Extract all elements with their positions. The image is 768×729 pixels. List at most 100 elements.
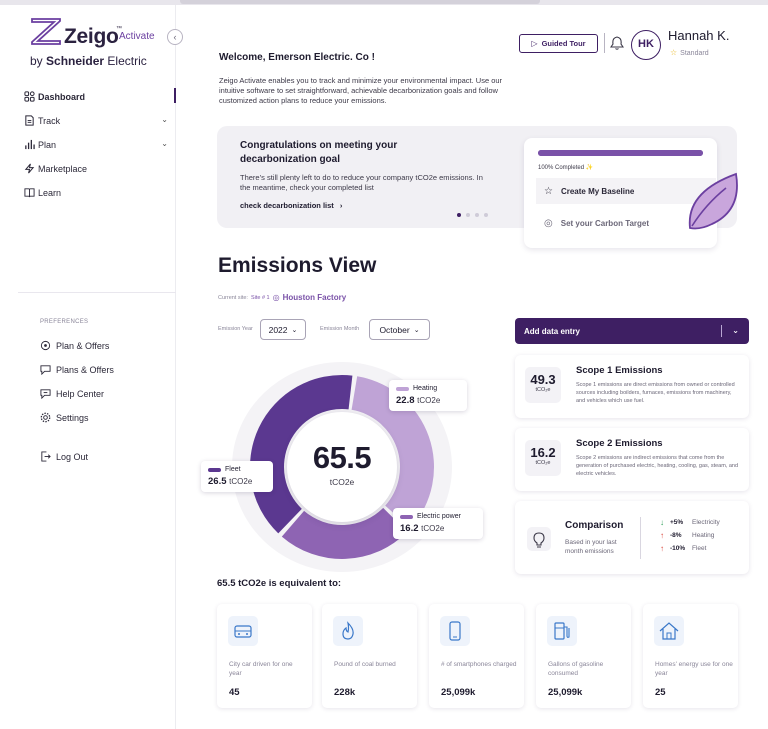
bell-icon[interactable] (610, 35, 624, 51)
sidebar-item-help-center[interactable]: Help Center (0, 382, 176, 406)
logout-icon (41, 451, 51, 462)
scope2-description: Scope 2 emissions are indirect emissions… (576, 455, 739, 477)
sidebar-item-marketplace[interactable]: Marketplace (0, 157, 176, 181)
scope1-value: 49.3 (530, 372, 556, 387)
lightning-icon (24, 163, 35, 174)
main-nav: Dashboard Track ⌄ Plan ⌄ Marketplace Lea… (0, 85, 176, 205)
sidebar-divider (18, 292, 176, 293)
header-separator (604, 33, 605, 53)
sidebar-item-plan-offers[interactable]: Plan & Offers (0, 334, 176, 358)
arrow-up-icon: ↑ (660, 531, 664, 540)
equivalent-heading: 65.5 tCO2e is equivalent to: (217, 578, 342, 589)
comparison-row-electricity: ↓ +5% Electricity (660, 516, 746, 529)
equivalent-card-car: City car driven for one year 45 (217, 604, 312, 708)
gear-icon (40, 412, 51, 423)
electric-power-tag: Electric power 16.2 tCO2e (393, 508, 483, 539)
total-emissions-unit: tCO2e (329, 477, 355, 487)
guided-tour-label: Guided Tour (541, 39, 586, 48)
emission-year-value: 2022 (268, 324, 288, 335)
zeigo-logo-mark-icon (31, 18, 61, 45)
sidebar-item-dashboard[interactable]: Dashboard (0, 85, 176, 109)
donut-segment-heating[interactable] (351, 376, 434, 529)
donut-svg (250, 375, 434, 559)
equivalent-value: 25 (655, 687, 666, 698)
donut-segment-fleet[interactable] (250, 375, 353, 534)
set-carbon-target-step[interactable]: ◎ Set your Carbon Target (536, 210, 706, 236)
sidebar-item-settings[interactable]: Settings (0, 406, 176, 430)
document-icon (25, 115, 34, 126)
guided-tour-button[interactable]: ▷ Guided Tour (519, 34, 598, 53)
comparison-separator (640, 517, 641, 559)
site-name[interactable]: Houston Factory (282, 293, 347, 302)
sidebar-item-label: Track (38, 116, 61, 126)
browser-top-strip (0, 0, 768, 5)
avatar[interactable]: HK (631, 30, 661, 60)
dashboard-icon (24, 91, 35, 102)
carousel-dots (457, 213, 488, 217)
address-bar[interactable] (180, 0, 540, 4)
scope1-card: 49.3 tCO₂e Scope 1 Emissions Scope 1 emi… (515, 355, 749, 418)
fuel-pump-icon (547, 616, 577, 646)
carousel-dot[interactable] (475, 213, 479, 217)
heating-tag: Heating 22.8 tCO2e (389, 380, 467, 411)
donut-segment-electric-power[interactable] (281, 507, 408, 559)
chat-icon (40, 365, 51, 375)
comparison-list: ↓ +5% Electricity ↑ -8% Heating ↑ -10% Fleet (660, 516, 746, 555)
byline-company-light: Electric (107, 54, 147, 68)
book-icon (24, 188, 35, 198)
add-data-entry-label: Add data entry (524, 326, 581, 336)
progress-card: 100% Completed ✨ ☆ Create My Baseline ◎ Se… (524, 138, 717, 248)
comparison-label: Electricity (692, 519, 720, 526)
fleet-label: Fleet (225, 466, 241, 473)
logout-nav: Log Out (0, 445, 176, 469)
current-site: Current site: Site # 1 ◎ Houston Factory (218, 293, 346, 302)
zeigo-logo[interactable]: Zeigo ™ Activate (30, 13, 160, 49)
user-tier-label: Standard (680, 50, 709, 57)
comparison-card: Comparison Based in your last month emis… (515, 501, 749, 574)
congrats-body: There’s still plenty left to do to reduc… (240, 173, 483, 192)
intro-text: Zeigo Activate enables you to track and … (219, 76, 503, 105)
brand-trademark: ™ (116, 26, 122, 32)
carousel-dot[interactable] (484, 213, 488, 217)
electric-power-value: 16.2 (400, 523, 419, 534)
emission-month-select[interactable]: October ⌄ (369, 319, 430, 340)
target-icon: ◎ (544, 217, 553, 229)
user-name: Hannah K. (668, 28, 730, 43)
electric-power-swatch (400, 514, 413, 519)
user-tier: ☆ Standard (670, 48, 709, 57)
emission-year-select[interactable]: 2022 ⌄ (260, 319, 306, 340)
brand-name: Zeigo (64, 25, 119, 48)
logout-button[interactable]: Log Out (0, 445, 176, 469)
sidebar-item-learn[interactable]: Learn (0, 181, 176, 205)
heating-swatch (396, 386, 409, 391)
equivalent-value: 45 (229, 687, 240, 698)
equivalent-value: 25,099k (548, 687, 583, 698)
play-icon: ▷ (531, 39, 538, 48)
sidebar-item-plans-offers[interactable]: Plans & Offers (0, 358, 176, 382)
equivalent-label: Gallons of gasoline consumed (548, 661, 604, 677)
decarbonization-list-link[interactable]: check decarbonization list › (240, 201, 342, 210)
sidebar-item-label: Plan (38, 140, 57, 150)
chevron-down-icon[interactable]: ⌄ (732, 326, 739, 335)
arrow-up-icon: ↑ (660, 544, 664, 553)
chevron-down-icon: ⌄ (291, 326, 298, 334)
add-data-entry-button[interactable]: Add data entry ⌄ (515, 318, 749, 344)
progress-label: 100% Completed ✨ (538, 164, 593, 171)
carousel-dot[interactable] (466, 213, 470, 217)
sidebar-item-plan[interactable]: Plan ⌄ (0, 133, 176, 157)
comparison-pct: -8% (670, 532, 682, 539)
scope1-unit: tCO₂e (535, 387, 551, 393)
sidebar-item-track[interactable]: Track ⌄ (0, 109, 176, 133)
sidebar-item-label: Settings (56, 413, 89, 423)
scope1-value-box: 49.3 tCO₂e (525, 367, 561, 403)
smartphone-icon (440, 616, 470, 646)
emissions-view-title: Emissions View (218, 254, 377, 277)
collapse-sidebar-button[interactable]: ‹ (167, 29, 183, 45)
chevron-down-icon[interactable]: ⌄ (161, 139, 168, 148)
congrats-title: Congratulations on meeting your decarbon… (240, 140, 398, 165)
chevron-down-icon[interactable]: ⌄ (161, 115, 168, 124)
create-baseline-step[interactable]: ☆ Create My Baseline (536, 178, 716, 204)
comparison-row-heating: ↑ -8% Heating (660, 529, 746, 542)
carousel-dot[interactable] (457, 213, 461, 217)
byline-company-bold: Schneider (46, 54, 105, 68)
